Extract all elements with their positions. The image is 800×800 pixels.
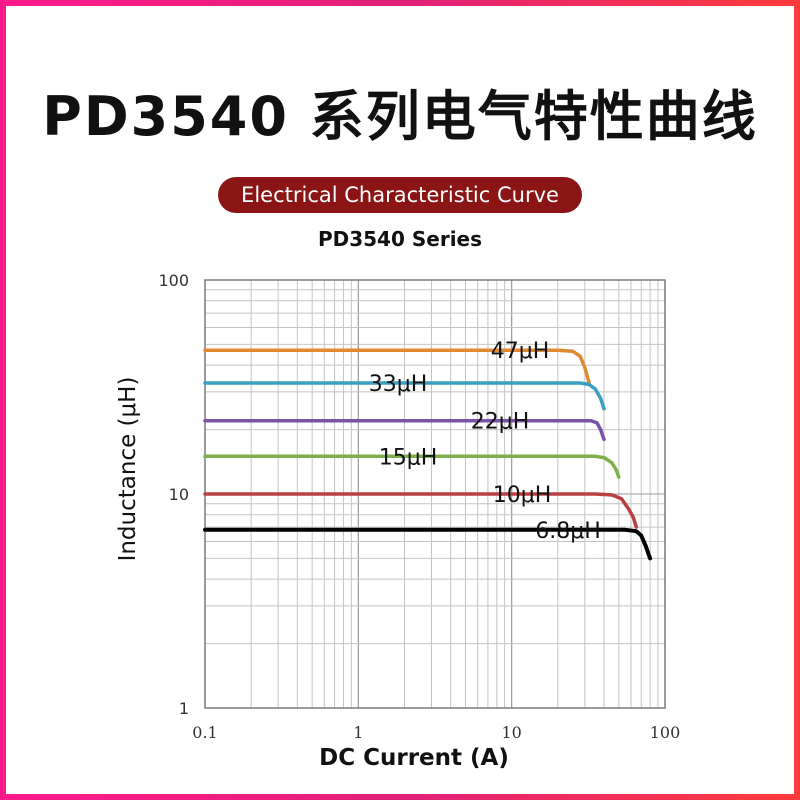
series-label: 10μH xyxy=(493,483,552,508)
chart-title: PD3540 Series xyxy=(317,227,483,251)
y-tick-label: 10 xyxy=(169,485,189,504)
x-tick-label: 10 xyxy=(501,723,521,742)
y-tick-label: 100 xyxy=(158,271,189,290)
series-label: 33μH xyxy=(369,372,428,397)
series-label: 6.8μH xyxy=(535,519,601,544)
series-line xyxy=(203,527,653,561)
series-label: 22μH xyxy=(471,410,530,435)
series-line xyxy=(203,418,606,442)
x-tick-label: 1 xyxy=(353,723,363,742)
series-line xyxy=(203,348,591,385)
y-axis-label: Inductance (μH) xyxy=(115,376,141,562)
poster-frame xyxy=(6,6,794,794)
y-tick-label: 1 xyxy=(179,699,189,718)
x-axis-label: DC Current (A) xyxy=(319,745,509,771)
series-line xyxy=(203,381,606,411)
x-tick-label: 100 xyxy=(650,723,681,742)
series-line xyxy=(203,454,621,479)
section-banner: Electrical Characteristic Curve xyxy=(218,177,582,213)
series-label: 15μH xyxy=(379,445,438,470)
series-label: 47μH xyxy=(491,339,550,364)
page-title: PD3540 系列电气特性曲线 xyxy=(42,85,758,148)
x-tick-label: 0.1 xyxy=(192,723,217,742)
series-line xyxy=(203,492,639,529)
